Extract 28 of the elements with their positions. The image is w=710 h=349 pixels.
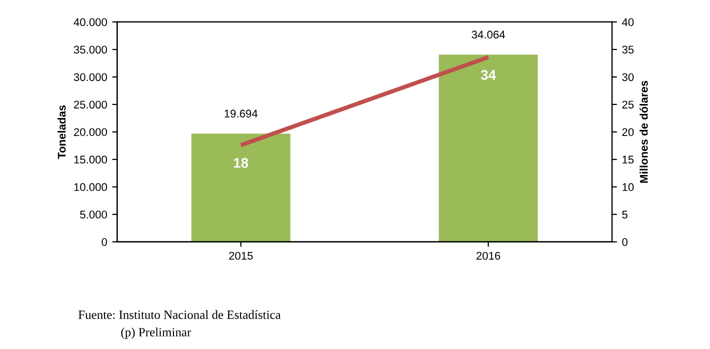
y2-axis-title: Millones de dólares (640, 80, 648, 183)
y-tick-label: 10.000 (74, 183, 107, 192)
x-tick-label: 2016 (476, 252, 500, 260)
y2-tick-label: 35 (622, 46, 634, 54)
y-axis-title: Toneladas (58, 105, 66, 159)
y2-tick-label: 15 (622, 156, 634, 164)
data-label: 18 (234, 158, 248, 168)
y-tick-label: 35.000 (74, 46, 107, 54)
y-tick-label: 25.000 (74, 100, 107, 109)
data-label: 19.694 (224, 110, 258, 118)
y2-tick-label: 25 (622, 100, 634, 109)
y2-tick-label: 20 (622, 128, 634, 136)
y-tick-label: 30.000 (74, 73, 107, 82)
y-tick-label: 20.000 (74, 128, 107, 136)
text: (p) Preliminar (121, 328, 192, 339)
y2-tick-label: 40 (622, 18, 634, 26)
y2-tick-label: 10 (622, 183, 634, 192)
y-tick-label: 0 (102, 238, 107, 246)
y-tick-label: 5.000 (80, 210, 107, 219)
source-note: Fuente: Instituto Nacional de Estadística (78, 310, 281, 320)
y2-tick-label: 0 (622, 238, 628, 246)
x-tick-label: 2015 (229, 252, 253, 260)
data-label: 34 (480, 70, 496, 80)
data-label: 34.064 (472, 30, 505, 39)
y2-tick-label: 30 (622, 73, 634, 82)
y-tick-label: 15.000 (74, 156, 107, 164)
y-tick-label: 40.000 (74, 18, 107, 26)
y2-tick-label: 5 (622, 210, 628, 219)
